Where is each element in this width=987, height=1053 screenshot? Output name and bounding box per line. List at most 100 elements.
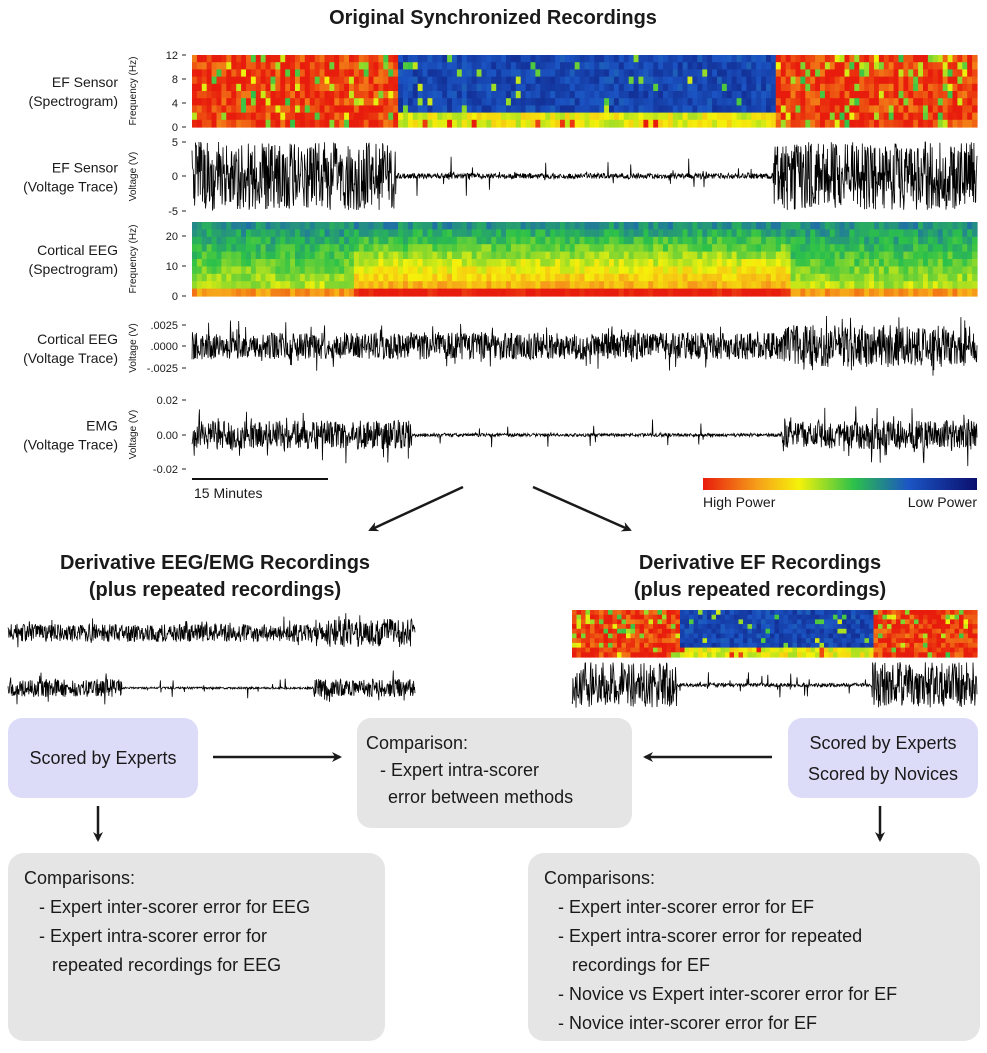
spectrogram-cell xyxy=(417,273,424,282)
spectrogram-cell xyxy=(888,62,895,70)
spectrogram-cell xyxy=(221,288,227,297)
section-title: Derivative EF Recordings xyxy=(639,552,881,574)
spectrogram-cell xyxy=(599,69,605,78)
spectrogram-cell xyxy=(775,266,782,275)
spectrogram-cell xyxy=(962,62,968,70)
spectrogram-cell xyxy=(815,642,821,649)
spectrogram-cell xyxy=(403,281,409,290)
spectrogram-cell xyxy=(657,619,663,625)
spectrogram-cell xyxy=(913,98,919,106)
spectrogram-cell xyxy=(334,236,340,245)
spectrogram-cell xyxy=(947,244,954,253)
spectrogram-cell xyxy=(702,83,708,92)
spectrogram-cell xyxy=(618,229,625,238)
spectrogram-cell xyxy=(898,236,904,245)
spectrogram-cell xyxy=(255,105,262,114)
spectrogram-cell xyxy=(599,628,605,635)
spectrogram-cell xyxy=(216,222,222,230)
spectrogram-cell xyxy=(555,55,561,63)
spectrogram-cell xyxy=(959,638,965,644)
spectrogram-cell xyxy=(677,62,684,70)
spectrogram-cell xyxy=(657,633,663,639)
spectrogram-cell xyxy=(618,288,625,297)
spectrogram-cell xyxy=(967,236,973,245)
spectrogram-cell xyxy=(604,98,610,106)
spectrogram-cell xyxy=(255,251,262,260)
spectrogram-cell xyxy=(319,251,326,260)
spectrogram-cell xyxy=(800,55,806,63)
spectrogram-cell xyxy=(792,642,798,649)
spectrogram-cell xyxy=(898,251,904,260)
spectrogram-cell xyxy=(663,266,669,275)
spectrogram-cell xyxy=(644,652,650,658)
spectrogram-cell xyxy=(550,91,556,99)
spectrogram-cell xyxy=(290,69,296,78)
spectrogram-cell xyxy=(780,229,787,238)
spectrogram-cell xyxy=(520,259,527,267)
spectrogram-cell xyxy=(972,273,978,282)
spectrogram-cell xyxy=(923,633,929,639)
spectrogram-cell xyxy=(250,69,257,78)
spectrogram-cell xyxy=(412,55,419,63)
spectrogram-cell xyxy=(653,624,659,630)
spectrogram-cell xyxy=(702,222,708,230)
spectrogram-cell xyxy=(967,222,973,230)
spectrogram-cell xyxy=(241,229,247,238)
spectrogram-cell xyxy=(545,222,551,230)
spectrogram-cell xyxy=(576,652,582,658)
spectrogram-cell xyxy=(824,229,831,238)
spectrogram-cell xyxy=(736,259,743,267)
spectrogram-cell xyxy=(285,244,291,253)
spectrogram-cell xyxy=(241,251,247,260)
spectrogram-cell xyxy=(241,266,247,275)
spectrogram-cell xyxy=(520,105,527,114)
spectrogram-cell xyxy=(398,62,404,70)
spectrogram-cell xyxy=(265,76,272,85)
spectrogram-cell xyxy=(299,236,306,245)
spectrogram-cell xyxy=(942,222,949,230)
spectrogram-cell xyxy=(635,647,641,653)
spectrogram-cell xyxy=(957,222,963,230)
spectrogram-cell xyxy=(968,624,974,630)
spectrogram-cell xyxy=(945,619,951,625)
spectrogram-cell xyxy=(896,610,902,616)
spectrogram-cell xyxy=(950,628,956,635)
spectrogram-cell xyxy=(486,236,492,245)
spectrogram-cell xyxy=(555,76,561,85)
spectrogram-cell xyxy=(510,273,517,282)
spectrogram-cell xyxy=(378,281,384,290)
spectrogram-cell xyxy=(192,98,198,106)
voltage-trace xyxy=(191,406,978,467)
spectrogram-cell xyxy=(957,244,963,253)
spectrogram-cell xyxy=(589,244,595,253)
spectrogram-cell xyxy=(231,69,237,78)
spectrogram-cell xyxy=(569,273,576,282)
spectrogram-cell xyxy=(844,105,850,114)
spectrogram-cell xyxy=(692,222,698,230)
spectrogram-cell xyxy=(635,614,641,620)
spectrogram-cell xyxy=(456,229,463,238)
spectrogram-cell xyxy=(231,236,237,245)
spectrogram-cell xyxy=(609,119,615,128)
spectrogram-cell xyxy=(594,610,600,616)
spectrogram-cell xyxy=(196,236,203,245)
spectrogram-cell xyxy=(520,229,527,238)
spectrogram-cell xyxy=(447,69,453,78)
spectrogram-cell xyxy=(765,624,771,630)
spectrogram-cell xyxy=(726,273,733,282)
spectrogram-cell xyxy=(280,83,286,92)
spectrogram-cell xyxy=(560,83,566,92)
spectrogram-cell xyxy=(520,244,527,253)
spectrogram-cell xyxy=(697,281,703,290)
spectrogram-cell xyxy=(864,236,870,245)
spectrogram-cell xyxy=(918,244,924,253)
spectrogram-cell xyxy=(609,244,615,253)
spectrogram-cell xyxy=(671,638,677,644)
spectrogram-cell xyxy=(545,236,551,245)
spectrogram-cell xyxy=(854,112,860,121)
spectrogram-cell xyxy=(510,259,517,267)
spectrogram-cell xyxy=(898,62,904,70)
spectrogram-cell xyxy=(967,288,973,297)
spectrogram-cell xyxy=(680,619,686,625)
spectrogram-cell xyxy=(972,244,978,253)
